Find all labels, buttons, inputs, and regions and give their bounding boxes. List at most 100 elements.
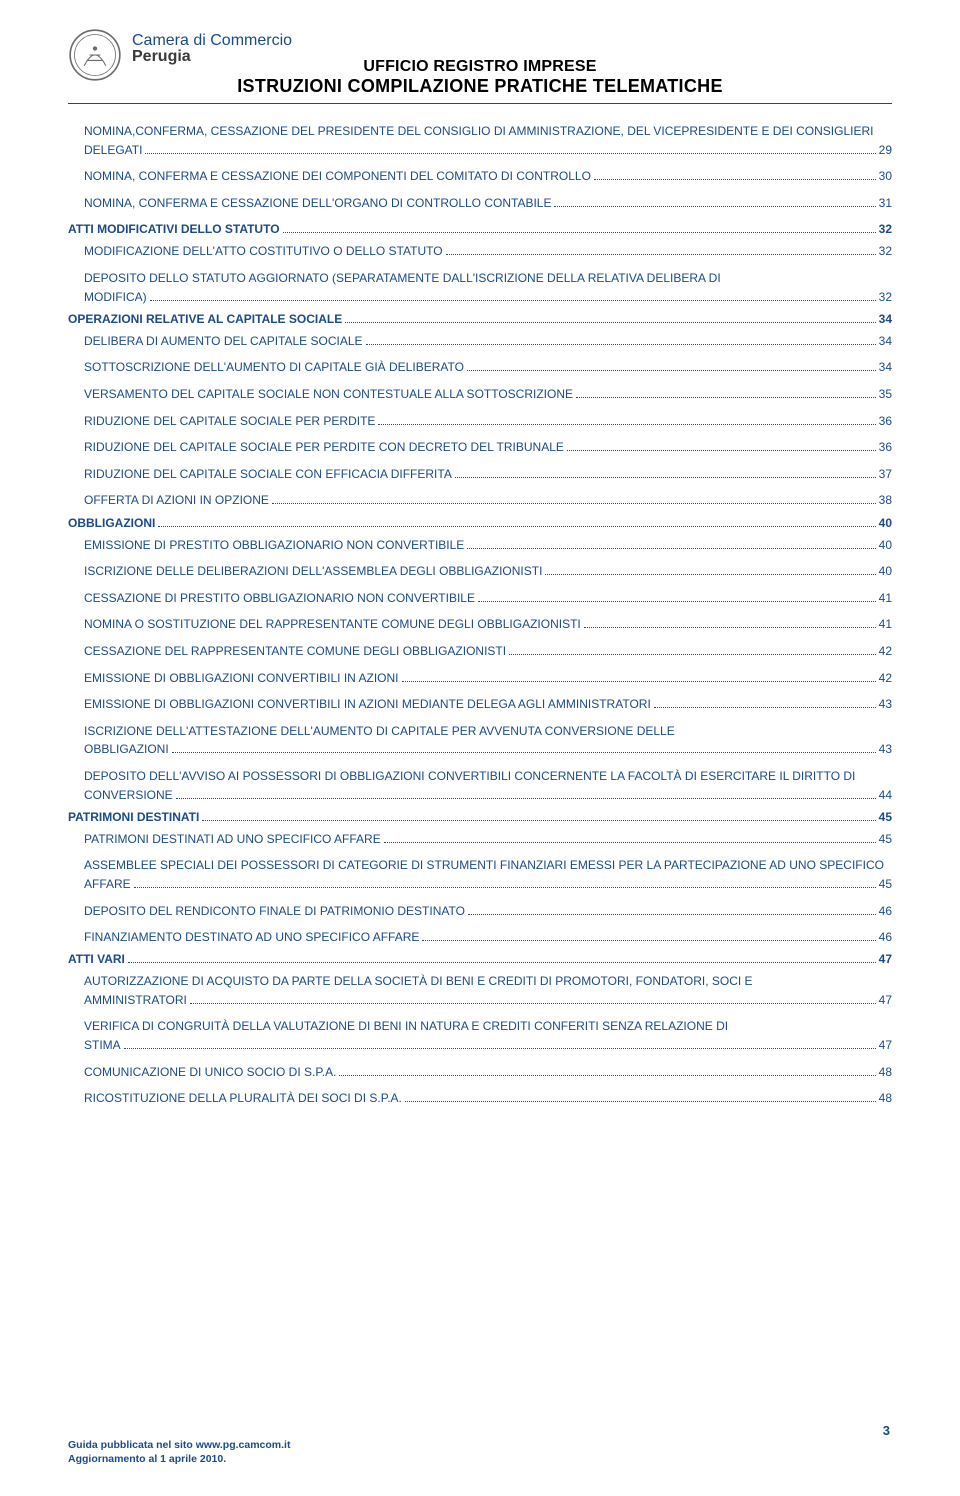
toc-label: PATRIMONI DESTINATI bbox=[68, 808, 199, 827]
toc-entry[interactable]: PATRIMONI DESTINATI 45 bbox=[68, 808, 892, 827]
toc-entry[interactable]: ASSEMBLEE SPECIALI DEI POSSESSORI DI CAT… bbox=[84, 856, 892, 893]
toc-entry[interactable]: ISCRIZIONE DELL'ATTESTAZIONE DELL'AUMENT… bbox=[84, 722, 892, 759]
toc-leader-dots bbox=[176, 790, 876, 798]
doc-title-2: ISTRUZIONI COMPILAZIONE PRATICHE TELEMAT… bbox=[68, 76, 892, 97]
toc-entry[interactable]: DELIBERA DI AUMENTO DEL CAPITALE SOCIALE… bbox=[84, 332, 892, 351]
toc-page-number: 30 bbox=[879, 167, 892, 186]
toc-entry[interactable]: ATTI MODIFICATIVI DELLO STATUTO32 bbox=[68, 220, 892, 239]
toc-entry[interactable]: CESSAZIONE DI PRESTITO OBBLIGAZIONARIO N… bbox=[84, 589, 892, 608]
toc-entry[interactable]: CESSAZIONE DEL RAPPRESENTANTE COMUNE DEG… bbox=[84, 642, 892, 661]
toc-leader-dots bbox=[283, 225, 876, 233]
toc-leader-dots bbox=[405, 1094, 876, 1102]
toc-entry[interactable]: RIDUZIONE DEL CAPITALE SOCIALE CON EFFIC… bbox=[84, 465, 892, 484]
toc-page-number: 36 bbox=[879, 412, 892, 431]
toc-entry[interactable]: EMISSIONE DI PRESTITO OBBLIGAZIONARIO NO… bbox=[84, 536, 892, 555]
toc-page-number: 44 bbox=[879, 786, 892, 805]
toc-entry[interactable]: RIDUZIONE DEL CAPITALE SOCIALE PER PERDI… bbox=[84, 438, 892, 457]
toc-leader-dots bbox=[422, 933, 875, 941]
toc-entry[interactable]: FINANZIAMENTO DESTINATO AD UNO SPECIFICO… bbox=[84, 928, 892, 947]
org-name-block: Camera di Commercio Perugia bbox=[132, 28, 292, 66]
toc-leader-dots bbox=[467, 363, 876, 371]
toc-leader-dots bbox=[339, 1067, 875, 1075]
toc-page-number: 45 bbox=[879, 830, 892, 849]
toc-page-number: 46 bbox=[879, 902, 892, 921]
toc-label-tail: MODIFICA) bbox=[84, 288, 147, 307]
toc-page-number: 41 bbox=[879, 589, 892, 608]
toc-page-number: 40 bbox=[879, 562, 892, 581]
toc-page-number: 32 bbox=[879, 288, 892, 307]
toc-entry[interactable]: DEPOSITO DELLO STATUTO AGGIORNATO (SEPAR… bbox=[84, 269, 892, 306]
toc-page-number: 41 bbox=[879, 615, 892, 634]
toc-page-number: 32 bbox=[879, 220, 892, 239]
toc-page-number: 43 bbox=[879, 695, 892, 714]
toc-leader-dots bbox=[202, 812, 875, 820]
toc-label-tail: DELEGATI bbox=[84, 141, 142, 160]
toc-leader-dots bbox=[545, 567, 875, 575]
toc-label: ASSEMBLEE SPECIALI DEI POSSESSORI DI CAT… bbox=[84, 856, 892, 875]
toc-label: NOMINA, CONFERMA E CESSAZIONE DELL'ORGAN… bbox=[84, 194, 551, 213]
toc-label: VERIFICA DI CONGRUITÀ DELLA VALUTAZIONE … bbox=[84, 1017, 892, 1036]
toc-entry[interactable]: MODIFICAZIONE DELL'ATTO COSTITUTIVO O DE… bbox=[84, 242, 892, 261]
toc-leader-dots bbox=[366, 336, 876, 344]
toc-page-number: 34 bbox=[879, 310, 892, 329]
toc-leader-dots bbox=[150, 292, 876, 300]
toc-entry[interactable]: COMUNICAZIONE DI UNICO SOCIO DI S.P.A.48 bbox=[84, 1063, 892, 1082]
toc-entry[interactable]: NOMINA, CONFERMA E CESSAZIONE DELL'ORGAN… bbox=[84, 194, 892, 213]
toc-entry[interactable]: VERIFICA DI CONGRUITÀ DELLA VALUTAZIONE … bbox=[84, 1017, 892, 1054]
toc-label-tail: STIMA bbox=[84, 1036, 121, 1055]
toc-entry[interactable]: OFFERTA DI AZIONI IN OPZIONE38 bbox=[84, 491, 892, 510]
toc-page-number: 40 bbox=[879, 514, 892, 533]
toc-leader-dots bbox=[158, 518, 875, 526]
toc-leader-dots bbox=[124, 1041, 876, 1049]
toc-entry[interactable]: ATTI VARI47 bbox=[68, 950, 892, 969]
toc-leader-dots bbox=[384, 834, 876, 842]
toc-leader-dots bbox=[594, 172, 876, 180]
toc-label-tail: CONVERSIONE bbox=[84, 786, 173, 805]
toc-leader-dots bbox=[128, 955, 876, 963]
toc-label: PATRIMONI DESTINATI AD UNO SPECIFICO AFF… bbox=[84, 830, 381, 849]
toc-label: COMUNICAZIONE DI UNICO SOCIO DI S.P.A. bbox=[84, 1063, 336, 1082]
toc-leader-dots bbox=[554, 198, 875, 206]
toc-entry[interactable]: ISCRIZIONE DELLE DELIBERAZIONI DELL'ASSE… bbox=[84, 562, 892, 581]
toc-entry[interactable]: DEPOSITO DEL RENDICONTO FINALE DI PATRIM… bbox=[84, 902, 892, 921]
toc-leader-dots bbox=[134, 880, 876, 888]
toc-page-number: 48 bbox=[879, 1089, 892, 1108]
toc-label: MODIFICAZIONE DELL'ATTO COSTITUTIVO O DE… bbox=[84, 242, 443, 261]
toc-label: SOTTOSCRIZIONE DELL'AUMENTO DI CAPITALE … bbox=[84, 358, 464, 377]
toc-label: ATTI VARI bbox=[68, 950, 125, 969]
toc-leader-dots bbox=[272, 496, 876, 504]
toc-label: ISCRIZIONE DELL'ATTESTAZIONE DELL'AUMENT… bbox=[84, 722, 892, 741]
toc-entry[interactable]: NOMINA, CONFERMA E CESSAZIONE DEI COMPON… bbox=[84, 167, 892, 186]
toc-label: RIDUZIONE DEL CAPITALE SOCIALE CON EFFIC… bbox=[84, 465, 452, 484]
org-line2: Perugia bbox=[132, 48, 292, 66]
toc-leader-dots bbox=[455, 469, 876, 477]
toc-label: DEPOSITO DELLO STATUTO AGGIORNATO (SEPAR… bbox=[84, 269, 892, 288]
toc-label-tail: AFFARE bbox=[84, 875, 131, 894]
toc-entry[interactable]: EMISSIONE DI OBBLIGAZIONI CONVERTIBILI I… bbox=[84, 669, 892, 688]
toc-leader-dots bbox=[467, 540, 875, 548]
toc-entry[interactable]: OPERAZIONI RELATIVE AL CAPITALE SOCIALE3… bbox=[68, 310, 892, 329]
toc-label: OBBLIGAZIONI bbox=[68, 514, 155, 533]
toc-page-number: 45 bbox=[879, 808, 892, 827]
toc-entry[interactable]: PATRIMONI DESTINATI AD UNO SPECIFICO AFF… bbox=[84, 830, 892, 849]
toc-page-number: 42 bbox=[879, 669, 892, 688]
toc-entry[interactable]: AUTORIZZAZIONE DI ACQUISTO DA PARTE DELL… bbox=[84, 972, 892, 1009]
toc-entry[interactable]: EMISSIONE DI OBBLIGAZIONI CONVERTIBILI I… bbox=[84, 695, 892, 714]
toc-label: RICOSTITUZIONE DELLA PLURALITÀ DEI SOCI … bbox=[84, 1089, 402, 1108]
toc-entry[interactable]: RIDUZIONE DEL CAPITALE SOCIALE PER PERDI… bbox=[84, 412, 892, 431]
toc-entry[interactable]: RICOSTITUZIONE DELLA PLURALITÀ DEI SOCI … bbox=[84, 1089, 892, 1108]
toc-label: NOMINA O SOSTITUZIONE DEL RAPPRESENTANTE… bbox=[84, 615, 581, 634]
toc-label: OFFERTA DI AZIONI IN OPZIONE bbox=[84, 491, 269, 510]
toc-leader-dots bbox=[576, 390, 876, 398]
toc-entry[interactable]: SOTTOSCRIZIONE DELL'AUMENTO DI CAPITALE … bbox=[84, 358, 892, 377]
toc-label: CESSAZIONE DEL RAPPRESENTANTE COMUNE DEG… bbox=[84, 642, 506, 661]
toc-entry[interactable]: NOMINA O SOSTITUZIONE DEL RAPPRESENTANTE… bbox=[84, 615, 892, 634]
toc-leader-dots bbox=[378, 416, 875, 424]
toc-entry[interactable]: VERSAMENTO DEL CAPITALE SOCIALE NON CONT… bbox=[84, 385, 892, 404]
toc-entry[interactable]: DEPOSITO DELL'AVVISO AI POSSESSORI DI OB… bbox=[84, 767, 892, 804]
toc-entry[interactable]: OBBLIGAZIONI 40 bbox=[68, 514, 892, 533]
toc-entry[interactable]: NOMINA,CONFERMA, CESSAZIONE DEL PRESIDEN… bbox=[84, 122, 892, 159]
toc-label: CESSAZIONE DI PRESTITO OBBLIGAZIONARIO N… bbox=[84, 589, 475, 608]
toc-leader-dots bbox=[145, 145, 875, 153]
toc-label: DEPOSITO DEL RENDICONTO FINALE DI PATRIM… bbox=[84, 902, 465, 921]
